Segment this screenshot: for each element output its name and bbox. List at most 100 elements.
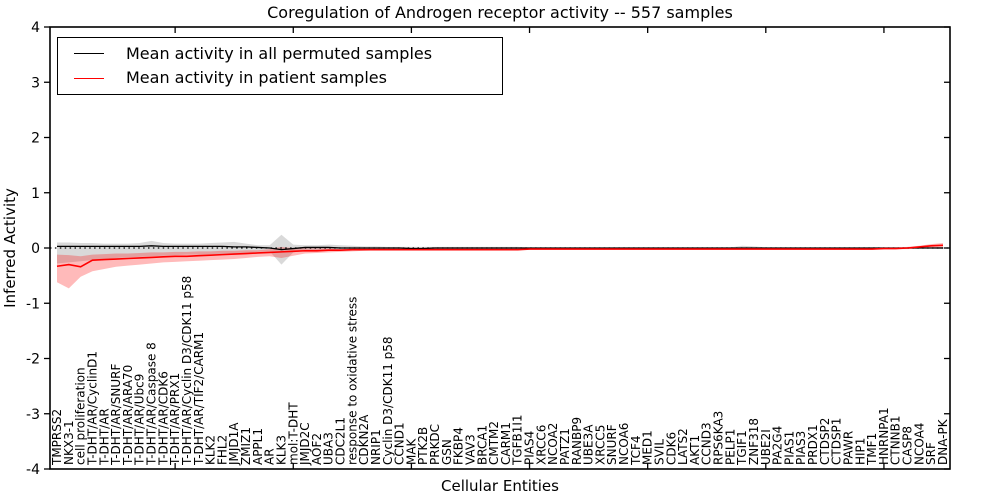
x-tick-label: T-DHT/AR/Cyclin D3/CDK11 p58	[180, 276, 194, 466]
axes-frame	[49, 26, 951, 470]
x-tick-label: TCF4	[629, 435, 643, 466]
x-tick-label: HIP1	[853, 438, 867, 465]
x-tick-label: Cyclin D3/CDK11 p58	[381, 336, 395, 465]
x-tick-label: CDK6	[664, 432, 678, 465]
x-tick-label: PATZ1	[558, 428, 572, 465]
x-tick-label: NCOA4	[912, 423, 926, 465]
x-tick-label: CTDSP2	[818, 418, 832, 465]
x-tick-label: CMTM2	[487, 421, 501, 465]
x-tick-label: T-DHT/AR/Ubc9	[133, 374, 147, 466]
x-tick-label: FKBP4	[452, 427, 466, 465]
x-tick-label: ZNF318	[747, 418, 761, 465]
y-tick-label: 0	[31, 241, 40, 257]
x-tick-label: PRDX1	[806, 424, 820, 465]
x-tick-label: UBE2I	[759, 429, 773, 465]
x-tick-label: DNA-PK	[936, 418, 950, 465]
x-tick-label: PTK2B	[416, 427, 430, 465]
legend-item-permuted: Mean activity in all permuted samples	[58, 43, 502, 63]
legend-item-patient: Mean activity in patient samples	[58, 69, 502, 87]
x-tick-label: PIAS3	[794, 431, 808, 465]
y-axis-label: Inferred Activity	[1, 188, 19, 308]
y-tick-label: -3	[26, 407, 40, 423]
x-tick-label: T-DHT/AR/TIF2/CARM1	[192, 332, 206, 466]
chart-title: Coregulation of Androgen receptor activi…	[267, 3, 733, 22]
x-tick-label: PELP1	[723, 429, 737, 465]
x-tick-label: CTDSP1	[830, 418, 844, 465]
x-tick-label: T-DHT/AR/PRX1	[168, 373, 182, 466]
legend: Mean activity in all permuted samples Me…	[57, 37, 503, 95]
patient-uncertainty-band	[57, 243, 943, 289]
x-tick-label: SVIL	[652, 439, 666, 465]
x-tick-label: NCOA6	[617, 423, 631, 465]
x-axis-label: Cellular Entities	[441, 477, 559, 495]
permuted-mean-line	[57, 245, 943, 251]
y-tick-label: 2	[31, 131, 40, 147]
x-tick-label: T-DHT/AR/ARA70	[121, 365, 135, 466]
x-tick-label: PAWR	[841, 431, 855, 465]
x-tick-label: AOF2	[310, 433, 324, 465]
x-tick-label: UBA3	[322, 432, 336, 465]
x-tick-label: MED1	[641, 430, 655, 465]
patient-line-sample-icon	[74, 77, 104, 79]
x-tick-label: CTNNB1	[889, 415, 903, 465]
x-tick-label: SRF	[924, 442, 938, 465]
x-tick-label: SNURF	[605, 424, 619, 465]
x-tick-label: TGFB1I1	[511, 414, 525, 466]
x-tick-label: NCOA2	[546, 423, 560, 465]
y-tick-label: -2	[26, 352, 40, 368]
x-tick-label: mol:T-DHT	[286, 402, 300, 465]
x-tick-label: T-DHT/AR/SNURF	[109, 364, 123, 467]
x-tick-label: CCND3	[700, 422, 714, 465]
y-tick-label: -4	[26, 462, 40, 478]
x-tick-label: AR	[263, 448, 277, 465]
x-tick-label: XRCC5	[593, 425, 607, 465]
x-tick-label: MAK	[404, 437, 418, 465]
x-tick-label: GSN	[440, 439, 454, 465]
y-tick-label: -1	[26, 296, 40, 312]
x-tick-label: JMJD1A	[227, 422, 241, 466]
x-tick-label: T-DHT/AR/CyclinD1	[85, 351, 99, 466]
x-tick-label: APPL1	[251, 428, 265, 465]
x-tick-label: TMF1	[865, 433, 879, 466]
permuted-uncertainty-band	[57, 234, 943, 265]
legend-label-permuted: Mean activity in all permuted samples	[126, 43, 433, 63]
x-tick-label: JMJD2C	[298, 422, 312, 466]
x-tick-label: CARM1	[499, 422, 513, 465]
x-tick-label: RANBP9	[570, 417, 584, 465]
x-tick-label: NRIP1	[369, 429, 383, 465]
x-tick-label: PA2G4	[771, 426, 785, 465]
x-tick-label: PIAS1	[782, 431, 796, 465]
x-tick-label: TGIF1	[735, 430, 749, 466]
x-tick-label: T-DHT/AR/CDK6	[156, 371, 170, 466]
x-tick-label: KLK2	[204, 435, 218, 465]
legend-label-patient: Mean activity in patient samples	[126, 68, 387, 88]
x-tick-label: KLK3	[274, 435, 288, 465]
x-tick-label: cell proliferation	[74, 367, 88, 465]
y-tick-label: 1	[31, 186, 40, 202]
x-tick-label: CDKN2A	[357, 414, 371, 465]
x-tick-label: RPS6KA3	[712, 411, 726, 465]
x-tick-label: UBE3A	[582, 424, 596, 465]
y-tick-label: 3	[31, 75, 40, 91]
x-tick-label: CDC2L1	[334, 417, 348, 465]
x-tick-label: CCND1	[393, 422, 407, 465]
x-tick-label: XRCC6	[534, 425, 548, 465]
x-tick-label: ZMIZ1	[239, 427, 253, 465]
y-tick-label: 4	[31, 20, 40, 36]
x-tick-label: FHL2	[215, 435, 229, 465]
x-tick-label: T-DHT/AR/Caspase 8	[145, 342, 159, 466]
x-tick-label: AKT1	[688, 435, 702, 465]
x-tick-label: PIAS4	[523, 431, 537, 465]
x-tick-label: BRCA1	[475, 425, 489, 465]
x-tick-label: CASP8	[901, 426, 915, 465]
x-tick-label: T-DHT/AR	[97, 408, 111, 466]
x-tick-label: VAV3	[463, 434, 477, 465]
x-tick-label: TMPRSS2	[50, 409, 64, 466]
x-tick-label: response to oxidative stress	[345, 297, 359, 465]
x-tick-label: HNRNPA1	[877, 407, 891, 465]
permuted-line-sample-icon	[74, 53, 104, 55]
x-tick-label: NKX3-1	[62, 420, 76, 465]
patient-mean-line	[56, 244, 944, 268]
